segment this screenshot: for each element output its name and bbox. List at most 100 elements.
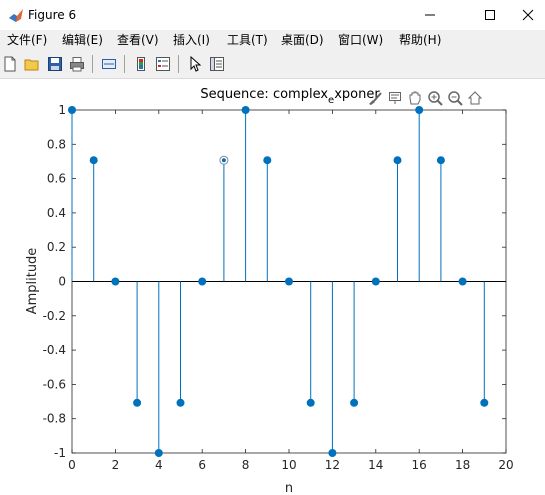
zoom-out-icon <box>448 91 463 106</box>
edit-plot-icon <box>190 56 202 72</box>
window-title: Figure 6 <box>28 8 77 22</box>
stem-marker <box>176 398 185 407</box>
minimize-button[interactable] <box>407 0 453 30</box>
stem-marker <box>393 156 402 165</box>
x-tick-label: 8 <box>242 458 250 472</box>
title-bar: Figure 6 <box>0 0 545 30</box>
y-tick-label: 0.4 <box>47 206 66 220</box>
stem-marker <box>371 277 380 286</box>
y-axis-label: Amplitude <box>25 248 40 315</box>
zoom-in-button[interactable] <box>426 88 444 108</box>
y-tick-label: -0.8 <box>43 412 66 426</box>
property-inspector-icon <box>210 57 224 71</box>
save-icon <box>48 57 62 71</box>
link-plot-button[interactable] <box>99 54 119 74</box>
stem-marker <box>111 277 120 286</box>
stem-marker <box>350 398 359 407</box>
x-tick-label: 16 <box>412 458 427 472</box>
minimize-icon <box>425 14 435 16</box>
y-tick-label: 1 <box>58 103 66 117</box>
y-tick-label: -0.6 <box>43 377 66 391</box>
toolbar-separator <box>92 55 93 73</box>
open-file-button[interactable] <box>22 54 42 74</box>
stem-marker-selected-core <box>221 158 226 163</box>
chart-title: Sequence: complexexponer <box>200 87 380 106</box>
x-tick-label: 4 <box>155 458 163 472</box>
maximize-icon <box>485 10 495 20</box>
stem-marker <box>458 277 467 286</box>
data-tips-button[interactable] <box>386 88 404 108</box>
x-tick-label: 20 <box>498 458 513 472</box>
link-plot-icon <box>102 59 116 69</box>
print-icon <box>70 57 84 72</box>
x-tick-label: 0 <box>68 458 76 472</box>
stem-marker <box>154 449 163 457</box>
y-tick-label: -0.2 <box>43 309 66 323</box>
maximize-button[interactable] <box>467 0 513 30</box>
stem-marker <box>68 106 76 114</box>
stem-marker <box>328 449 337 457</box>
stem-marker <box>133 398 142 407</box>
close-button[interactable] <box>510 0 545 30</box>
pan-button[interactable] <box>406 88 424 108</box>
menu-desktop[interactable]: 桌面(D) <box>281 33 324 47</box>
menu-edit[interactable]: 编辑(E) <box>62 33 103 47</box>
home-button[interactable] <box>466 88 484 108</box>
chart-title-main: Sequence: complex <box>200 87 328 102</box>
stem-marker <box>198 277 207 286</box>
stem-marker <box>241 106 250 114</box>
stem-marker <box>480 398 489 407</box>
x-axis-label: n <box>285 481 293 495</box>
menu-file[interactable]: 文件(F) <box>7 33 48 47</box>
stem-marker <box>415 106 424 114</box>
y-tick-label: -1 <box>54 446 66 460</box>
print-button[interactable] <box>67 54 87 74</box>
x-tick-label: 18 <box>455 458 470 472</box>
edit-plot-button[interactable] <box>185 54 205 74</box>
zoom-out-button[interactable] <box>446 88 464 108</box>
brush-button[interactable] <box>366 88 384 108</box>
menu-help[interactable]: 帮助(H) <box>399 33 442 47</box>
stem-marker <box>285 277 293 286</box>
x-tick-label: 14 <box>368 458 383 472</box>
x-tick-label: 2 <box>112 458 120 472</box>
menu-insert[interactable]: 插入(I) <box>173 33 210 47</box>
menu-view[interactable]: 查看(V) <box>117 33 159 47</box>
chart-title-rest: xponer <box>334 87 380 102</box>
insert-colorbar-button[interactable] <box>131 54 151 74</box>
zoom-in-icon <box>428 91 443 106</box>
y-tick-label: 0.6 <box>47 172 66 186</box>
insert-legend-icon <box>156 57 170 71</box>
y-tick-label: -0.4 <box>43 343 66 357</box>
x-tick-label: 10 <box>281 458 296 472</box>
close-icon <box>522 9 533 21</box>
x-tick-label: 12 <box>325 458 340 472</box>
stem-marker <box>89 156 98 165</box>
save-button[interactable] <box>45 54 65 74</box>
axis-ticks: 0 2 4 6 8 10 12 14 16 18 20 1 0.8 0.6 0.4 0.2 0 -0.2 -0.4 -… <box>43 103 514 472</box>
data-tips-icon <box>389 92 401 104</box>
x-tick-label: 6 <box>198 458 206 472</box>
toolbar-separator <box>178 55 179 73</box>
menu-bar: 文件(F) 编辑(E) 查看(V) 插入(I) 工具(T) 桌面(D) 窗口(W… <box>0 30 545 50</box>
menu-tools[interactable]: 工具(T) <box>227 33 268 47</box>
new-figure-icon <box>4 56 16 72</box>
insert-colorbar-icon <box>137 57 145 71</box>
stem-marker <box>306 398 315 407</box>
open-file-icon <box>24 59 39 71</box>
property-inspector-button[interactable] <box>207 54 227 74</box>
menu-window[interactable]: 窗口(W) <box>338 33 384 47</box>
y-tick-label: 0 <box>58 275 66 289</box>
stem-series <box>68 106 506 457</box>
home-icon <box>467 91 483 105</box>
axes-toolbar <box>366 88 506 108</box>
insert-legend-button[interactable] <box>153 54 173 74</box>
figure-toolbar <box>0 50 545 79</box>
y-tick-label: 0.8 <box>47 137 66 151</box>
toolbar-separator <box>124 55 125 73</box>
stem-marker <box>436 156 445 165</box>
new-figure-button[interactable] <box>0 54 20 74</box>
pan-icon <box>409 91 421 105</box>
chart-title-subscript: e <box>328 95 334 106</box>
